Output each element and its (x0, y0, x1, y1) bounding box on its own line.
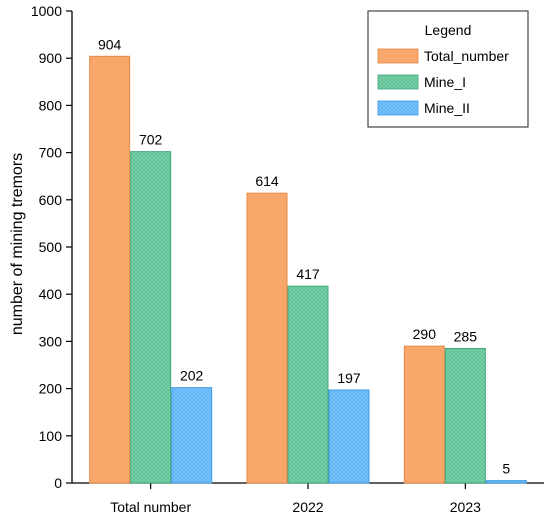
data-label: 290 (413, 326, 437, 342)
y-tick-label: 400 (39, 286, 63, 302)
bars (89, 55, 527, 484)
y-tick-label: 200 (39, 381, 63, 397)
bar (403, 345, 445, 484)
y-tick-label: 800 (39, 97, 63, 113)
x-tick-label: 2023 (450, 499, 481, 515)
y-tick-label: 900 (39, 50, 63, 66)
data-label: 614 (255, 173, 279, 189)
y-tick-label: 0 (54, 475, 62, 491)
y-tick-label: 100 (39, 428, 63, 444)
y-axis-title: number of mining tremors (9, 153, 26, 335)
legend: Legend Total_number Mine_I Mine_II (367, 10, 529, 128)
bar (328, 389, 370, 484)
bar (171, 387, 213, 484)
y-tick-label: 500 (39, 239, 63, 255)
data-label: 202 (180, 368, 204, 384)
y-tick-label: 700 (39, 145, 63, 161)
data-label: 197 (337, 370, 361, 386)
y-tick-label: 300 (39, 333, 63, 349)
x-tick-label: 2022 (292, 499, 323, 515)
legend-items: Total_number Mine_I Mine_II (377, 48, 509, 116)
x-tick-label: Total number (110, 499, 191, 515)
data-label: 5 (502, 461, 510, 477)
legend-title: Legend (425, 22, 472, 38)
data-label: 417 (296, 266, 320, 282)
legend-label: Total_number (424, 48, 509, 64)
bar (485, 480, 527, 484)
legend-swatch (377, 100, 419, 116)
legend-label: Mine_I (424, 74, 466, 90)
y-tick-label: 600 (39, 192, 63, 208)
legend-label: Mine_II (424, 100, 470, 116)
legend-swatch (377, 74, 419, 90)
bar (287, 285, 329, 484)
bar (246, 192, 288, 484)
data-label: 904 (98, 36, 122, 52)
bar (130, 151, 172, 484)
data-label: 285 (454, 328, 478, 344)
bar (89, 55, 131, 484)
y-tick-label: 1000 (31, 3, 62, 19)
legend-swatch (377, 48, 419, 64)
data-label: 702 (139, 132, 163, 148)
y-axis: 0 100 200 300 400 500 600 700 800 900 1000 (31, 3, 73, 491)
x-axis: Total number 2022 2023 (72, 482, 544, 515)
bar (444, 347, 486, 484)
data-labels: 904 702 202 614 417 197 290 285 5 (98, 36, 510, 476)
